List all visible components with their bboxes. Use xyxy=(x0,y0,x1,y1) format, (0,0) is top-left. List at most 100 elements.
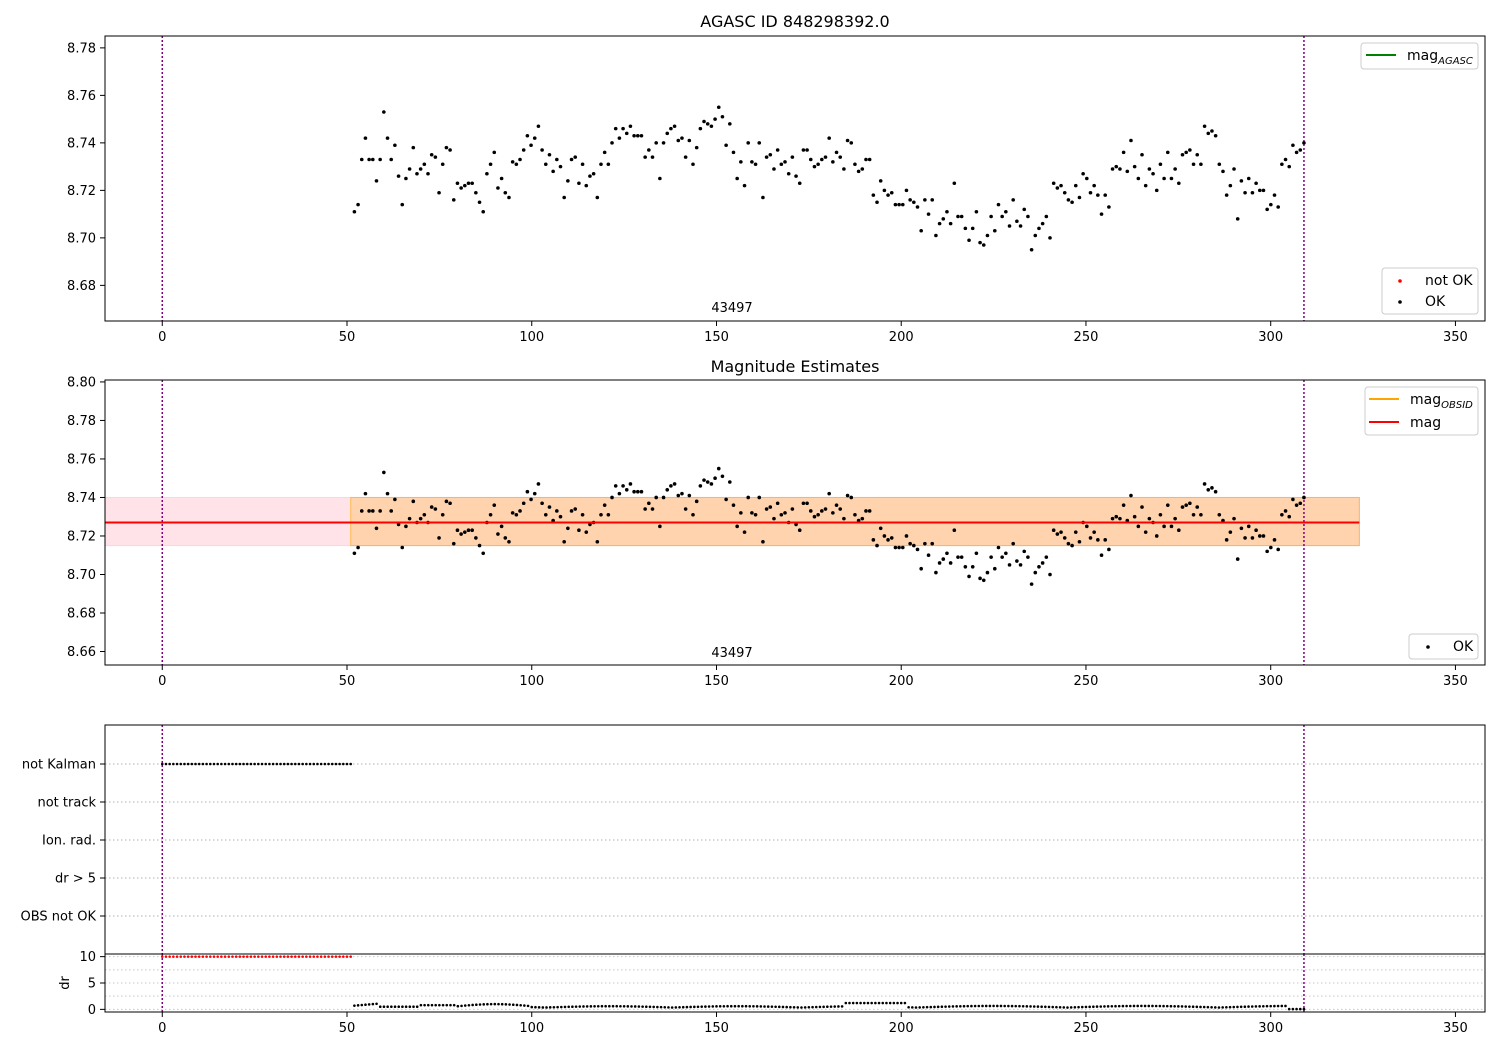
dr-not-ok-point xyxy=(334,955,338,958)
magnitude-ok-point xyxy=(474,536,478,540)
magnitude-ok-point xyxy=(764,507,769,511)
dr-ok-point xyxy=(659,1005,663,1009)
dr-ok-point xyxy=(1062,1006,1066,1009)
magnitude-ok-point xyxy=(702,478,706,482)
magnitude-ok-point xyxy=(996,545,1001,550)
agasc-ok-point xyxy=(1257,188,1262,193)
agasc-ok-point xyxy=(1228,183,1233,188)
agasc-ok-point xyxy=(779,162,784,167)
dr-ok-point xyxy=(1092,1005,1095,1009)
magnitude-ok-point xyxy=(1239,526,1244,531)
flag-not-kalman-point xyxy=(271,762,275,766)
magnitude-ok-point xyxy=(532,491,537,496)
agasc-ok-point xyxy=(1129,138,1133,143)
magnitude-ok-point xyxy=(407,516,412,521)
flag-not-kalman-point xyxy=(242,762,245,766)
agasc-ok-point xyxy=(1059,183,1063,188)
legend-ok-marker xyxy=(1398,300,1402,304)
magnitude-ok-point xyxy=(1250,536,1255,540)
dr-ok-point xyxy=(1047,1005,1051,1009)
dr-ok-point xyxy=(523,1004,526,1007)
agasc-ok-point xyxy=(378,157,382,162)
magnitude-ok-point xyxy=(952,528,957,533)
agasc-ok-point xyxy=(1103,193,1108,197)
magnitude-legend-bottom: OK xyxy=(1408,633,1479,660)
dr-ok-point xyxy=(907,1005,910,1009)
magnitude-ok-point xyxy=(356,545,360,550)
dr-ok-point xyxy=(973,1004,977,1008)
magnitude-y-tick-label: 8.66 xyxy=(67,645,96,660)
magnitude-ok-point xyxy=(1070,543,1074,548)
dr-ok-point xyxy=(1232,1005,1236,1009)
dr-ok-point xyxy=(560,1005,563,1009)
agasc-ok-point xyxy=(639,133,644,138)
dr-ok-point xyxy=(371,1002,375,1006)
magnitude-ok-point xyxy=(919,566,923,571)
agasc-ok-point xyxy=(359,157,364,162)
dr-ok-point xyxy=(811,1005,814,1009)
agasc-ok-point xyxy=(1055,186,1060,190)
magnitude-ok-point xyxy=(669,484,673,488)
agasc-ok-point xyxy=(1224,193,1229,197)
magnitude-ok-point xyxy=(529,497,533,502)
dr-ok-point xyxy=(715,1005,718,1008)
magnitude-ok-point xyxy=(820,509,824,513)
agasc-ok-point xyxy=(555,157,559,162)
agasc-ok-point xyxy=(562,195,566,200)
magnitude-ok-point xyxy=(731,503,736,507)
agasc-ok-point xyxy=(680,136,684,140)
magnitude-ok-point xyxy=(687,493,692,498)
agasc-ok-point xyxy=(1081,171,1085,176)
agasc-ok-point xyxy=(1280,162,1284,167)
dr-x-tick-label: 350 xyxy=(1443,1021,1468,1036)
magnitude-ok-point xyxy=(1191,512,1196,517)
agasc-ok-point xyxy=(775,148,780,152)
dr-ok-point xyxy=(423,1003,426,1007)
agasc-ok-point xyxy=(1232,167,1236,171)
dr-axis-label: dr xyxy=(58,976,73,990)
magnitude-ok-point xyxy=(382,470,386,475)
magnitude-ok-point xyxy=(886,538,890,542)
legend-mag-label: mag xyxy=(1410,415,1441,431)
agasc-ok-point xyxy=(985,233,990,238)
dr-ok-point xyxy=(1055,1005,1058,1009)
magnitude-ok-point xyxy=(481,551,486,556)
dr-ok-point xyxy=(826,1005,829,1009)
agasc-ok-point xyxy=(746,141,751,145)
flag-not-kalman-point xyxy=(175,762,179,766)
legend-not-ok-label: not OK xyxy=(1425,273,1473,289)
agasc-ok-point xyxy=(1177,181,1181,186)
magnitude-ok-point xyxy=(628,482,633,486)
dr-ok-point xyxy=(1110,1004,1114,1008)
magnitude-ok-point xyxy=(551,518,555,523)
dr-ok-point xyxy=(822,1005,825,1009)
dr-ok-point xyxy=(611,1004,615,1008)
magnitude-x-tick-label: 150 xyxy=(704,674,729,689)
magnitude-ok-point xyxy=(1269,545,1273,550)
dr-ok-point xyxy=(892,1001,896,1005)
flag-not-kalman-point xyxy=(319,762,323,766)
magnitude-ok-point xyxy=(573,507,578,511)
flag-not-kalman-point xyxy=(172,762,175,766)
magnitude-ok-point xyxy=(742,530,747,534)
dr-ok-point xyxy=(741,1004,744,1008)
agasc-ok-point xyxy=(739,160,743,164)
dr-ok-point xyxy=(378,1005,382,1009)
agasc-ok-point xyxy=(418,167,423,171)
magnitude-ok-point xyxy=(978,576,982,581)
dr-ok-point xyxy=(1291,1007,1295,1011)
dr-x-tick-label: 200 xyxy=(889,1021,914,1036)
dr-ok-point xyxy=(1021,1004,1025,1008)
dr-ok-point xyxy=(685,1005,689,1009)
magnitude-ok-point xyxy=(496,532,500,536)
magnitude-ok-point xyxy=(1096,538,1100,542)
flag-not-kalman-point xyxy=(234,762,238,766)
agasc-ok-point xyxy=(356,202,360,207)
dr-ok-point xyxy=(1125,1004,1128,1008)
magnitude-ok-point xyxy=(555,509,559,513)
dr-not-ok-point xyxy=(216,955,219,958)
agasc-ok-point xyxy=(488,162,493,167)
agasc-ok-point xyxy=(919,228,923,233)
dr-ok-point xyxy=(837,1005,840,1008)
agasc-ok-point xyxy=(1283,157,1288,162)
